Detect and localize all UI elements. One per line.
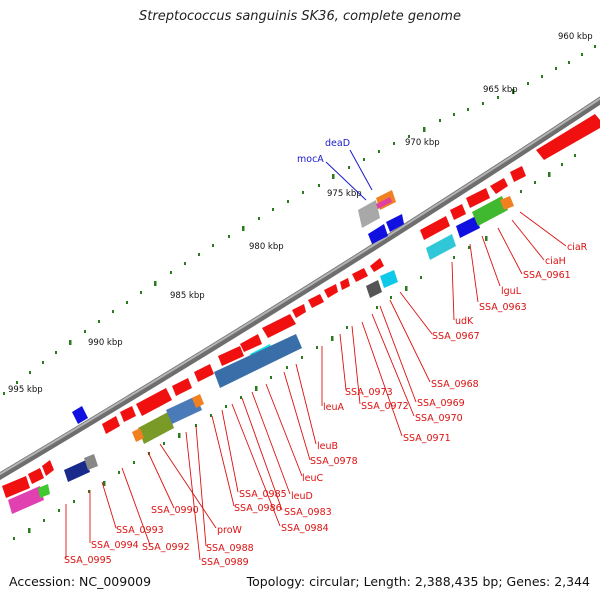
gene-arrow bbox=[42, 460, 54, 476]
label-SSA_0995: SSA_0995 bbox=[64, 555, 112, 566]
label-lguL: lguL bbox=[501, 286, 522, 297]
gene-arrow bbox=[308, 294, 324, 308]
label-ciaR: ciaR bbox=[567, 242, 588, 253]
gene-block-olive bbox=[138, 412, 174, 444]
gene-arrow bbox=[136, 388, 172, 416]
kbp-label-970: 970 kbp bbox=[405, 138, 440, 148]
gene-block-green-2 bbox=[38, 484, 50, 498]
label-SSA_0989: SSA_0989 bbox=[201, 557, 249, 568]
gene-arrow bbox=[420, 216, 450, 240]
label-SSA_0985: SSA_0985 bbox=[239, 489, 287, 500]
label-SSA_0968: SSA_0968 bbox=[431, 379, 479, 390]
gene-block-magenta bbox=[8, 486, 44, 514]
gene-block-green bbox=[472, 196, 508, 226]
gene-block-blue bbox=[368, 224, 388, 244]
label-SSA_0967: SSA_0967 bbox=[432, 331, 480, 342]
gene-arrow bbox=[28, 468, 44, 484]
map-title: Streptococcus sanguinis SK36, complete g… bbox=[139, 9, 461, 24]
label-ciaH: ciaH bbox=[545, 256, 566, 267]
gene-arrow bbox=[536, 114, 600, 160]
gene-block-teal bbox=[426, 234, 456, 260]
gene-arrow bbox=[218, 346, 244, 366]
kbp-label-985: 985 kbp bbox=[170, 291, 205, 301]
gene-arrow bbox=[324, 284, 338, 298]
gene-block-steelblue bbox=[214, 334, 302, 388]
gene-arrow bbox=[194, 364, 214, 382]
gene-block-blue-2 bbox=[386, 214, 404, 232]
red-gene-labels: ciaR ciaH SSA_0961 lguL SSA_0963 udK SSA… bbox=[64, 242, 588, 568]
gene-arrow bbox=[370, 258, 384, 272]
gene-arrow bbox=[490, 178, 508, 194]
gene-arrow bbox=[466, 188, 490, 208]
label-SSA_0972: SSA_0972 bbox=[361, 401, 409, 412]
label-SSA_0994: SSA_0994 bbox=[91, 540, 139, 551]
genome-backbone bbox=[0, 96, 600, 481]
gene-arrow bbox=[292, 304, 306, 318]
kbp-label-995: 995 kbp bbox=[8, 385, 43, 395]
label-SSA_0961: SSA_0961 bbox=[523, 270, 571, 281]
gene-block-orange-3 bbox=[192, 394, 204, 408]
accession-text: Accession: NC_009009 bbox=[9, 574, 152, 589]
label-SSA_0973: SSA_0973 bbox=[345, 387, 393, 398]
label-leuB: leuB bbox=[317, 441, 338, 452]
gene-block-grey bbox=[84, 454, 98, 470]
gene-arrow bbox=[120, 406, 136, 422]
label-leuD: leuD bbox=[291, 491, 313, 502]
label-SSA_0984: SSA_0984 bbox=[281, 523, 329, 534]
inner-tick-ring bbox=[13, 154, 576, 540]
forward-strand-genes bbox=[2, 114, 600, 498]
label-leuC: leuC bbox=[302, 473, 324, 484]
label-leuA: leuA bbox=[323, 402, 345, 413]
kbp-label-990: 990 kbp bbox=[88, 338, 123, 348]
kbp-label-980: 980 kbp bbox=[249, 242, 284, 252]
kbp-label-965: 965 kbp bbox=[483, 85, 518, 95]
label-SSA_0992: SSA_0992 bbox=[142, 542, 190, 553]
gene-arrow bbox=[2, 476, 30, 498]
gene-block-darkgrey bbox=[366, 280, 382, 298]
gene-arrow bbox=[450, 204, 466, 220]
gene-block-dead-grey bbox=[358, 200, 380, 228]
gene-block-blue-3 bbox=[456, 216, 480, 238]
label-SSA_0986: SSA_0986 bbox=[234, 503, 282, 514]
gene-block-orange-4 bbox=[132, 428, 144, 442]
gene-block-cyan bbox=[380, 270, 398, 288]
gene-arrow bbox=[240, 334, 262, 352]
outer-tick-ring bbox=[3, 45, 596, 395]
colored-gene-blocks bbox=[8, 190, 514, 514]
label-SSA_0993: SSA_0993 bbox=[116, 525, 164, 536]
label-SSA_0969: SSA_0969 bbox=[417, 398, 465, 409]
label-SSA_0971: SSA_0971 bbox=[403, 433, 451, 444]
gene-arrow bbox=[102, 416, 120, 434]
gene-arrow bbox=[262, 314, 296, 338]
gene-block-moca-pink bbox=[376, 197, 392, 209]
label-udK: udK bbox=[455, 316, 474, 327]
label-SSA_0978: SSA_0978 bbox=[310, 456, 358, 467]
red-callout-lines bbox=[65, 211, 567, 561]
label-SSA_0990: SSA_0990 bbox=[151, 505, 199, 516]
label-mocA: mocA bbox=[297, 154, 324, 165]
label-SSA_0963: SSA_0963 bbox=[479, 302, 527, 313]
gene-block-steelblue-2 bbox=[166, 396, 202, 424]
gene-arrow bbox=[172, 378, 192, 396]
label-deaD: deaD bbox=[325, 138, 350, 149]
label-SSA_0983: SSA_0983 bbox=[284, 507, 332, 518]
label-SSA_0970: SSA_0970 bbox=[415, 413, 463, 424]
gene-arrow bbox=[510, 166, 526, 182]
gene-block-navy bbox=[64, 460, 90, 482]
gene-arrow bbox=[352, 268, 368, 282]
blue-callouts: deaD mocA bbox=[297, 138, 373, 201]
kbp-label-975: 975 kbp bbox=[327, 189, 362, 199]
label-proW: proW bbox=[217, 525, 243, 536]
topology-text: Topology: circular; Length: 2,388,435 bp… bbox=[246, 574, 590, 589]
label-SSA_0988: SSA_0988 bbox=[206, 543, 254, 554]
gene-arrow bbox=[340, 278, 350, 290]
kbp-label-960: 960 kbp bbox=[558, 32, 593, 42]
gene-block-blue-4 bbox=[72, 406, 88, 424]
gene-block-orange-2 bbox=[500, 196, 514, 210]
